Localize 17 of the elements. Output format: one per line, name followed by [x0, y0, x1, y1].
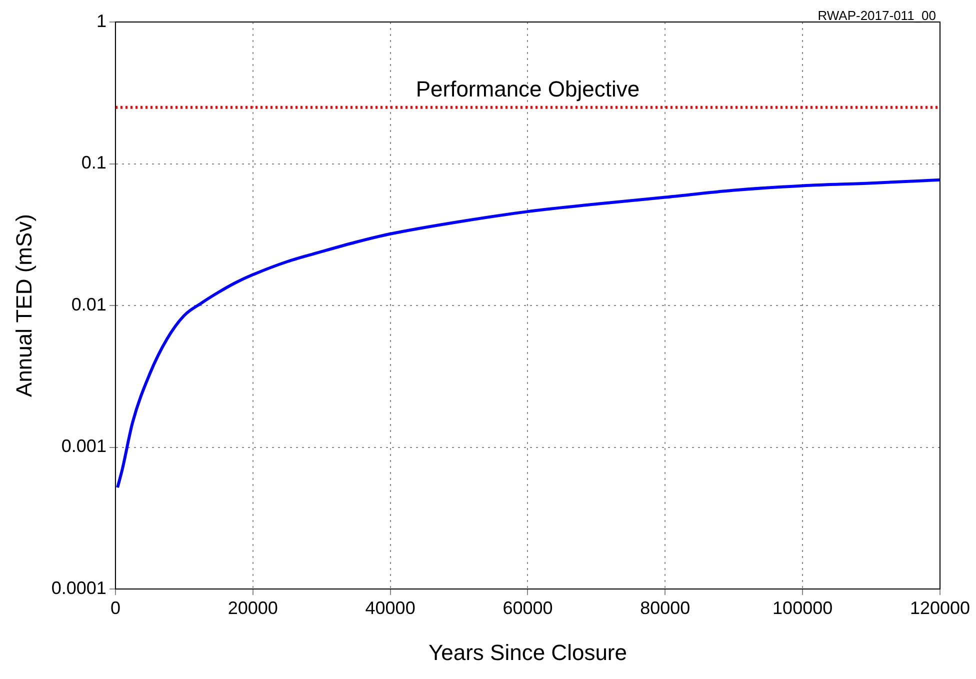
annotation: RWAP-2017-011_00 — [818, 8, 936, 23]
y-tick-label: 0.01 — [71, 294, 106, 314]
y-tick-label: 0.001 — [61, 436, 106, 456]
x-tick-label: 20000 — [228, 598, 278, 618]
x-tick-label: 40000 — [365, 598, 416, 618]
x-tick-label: 100000 — [772, 598, 833, 618]
x-tick-label: 0 — [110, 598, 120, 618]
y-axis-title: Annual TED (mSv) — [11, 214, 36, 397]
y-tick-label: 1 — [96, 10, 106, 31]
ref-line-label: Performance Objective — [416, 76, 640, 102]
x-tick-label: 60000 — [502, 598, 553, 618]
line-series — [116, 178, 940, 490]
y-tick-label: 0.1 — [81, 152, 106, 173]
x-axis-title: Years Since Closure — [428, 640, 627, 665]
y-tick-label: 0.0001 — [51, 578, 106, 598]
x-tick-label: 80000 — [640, 598, 690, 618]
x-tick-label: 120000 — [910, 598, 970, 618]
